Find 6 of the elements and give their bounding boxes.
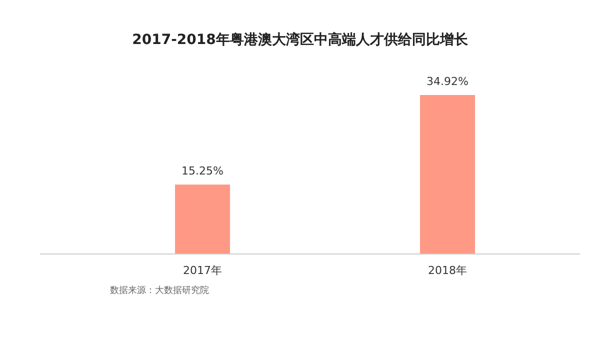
data-label: 15.25% [182, 164, 224, 178]
data-label: 34.92% [426, 75, 468, 88]
x-tick-label: 2018年 [428, 264, 467, 277]
x-tick-label: 2017年 [183, 264, 222, 277]
chart-title: 2017-2018年粤港澳大湾区中高端人才供给同比增长 [132, 31, 469, 48]
source-note: 数据来源：大数据研究院 [110, 285, 209, 296]
